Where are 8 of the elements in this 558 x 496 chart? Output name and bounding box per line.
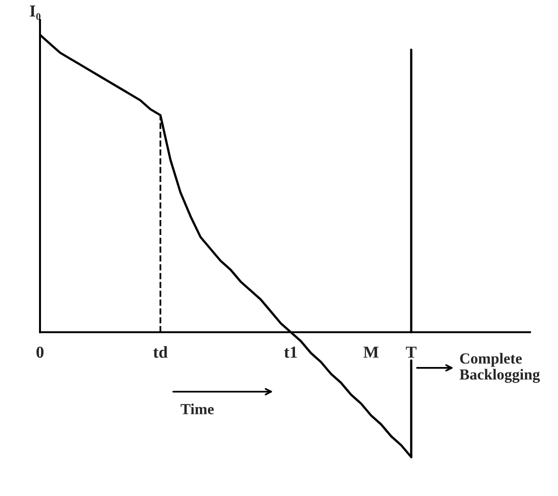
y-axis-title: I₀ — [30, 6, 40, 20]
x-tick-label: t1 — [284, 346, 297, 358]
x-tick-label: td — [153, 346, 168, 358]
text: Complete Backlogging — [460, 352, 540, 383]
x-tick-label: 0 — [36, 346, 44, 358]
annotation: Time — [180, 404, 214, 414]
x-tick-label: M — [364, 346, 378, 358]
x-tick-label: T — [406, 346, 417, 358]
